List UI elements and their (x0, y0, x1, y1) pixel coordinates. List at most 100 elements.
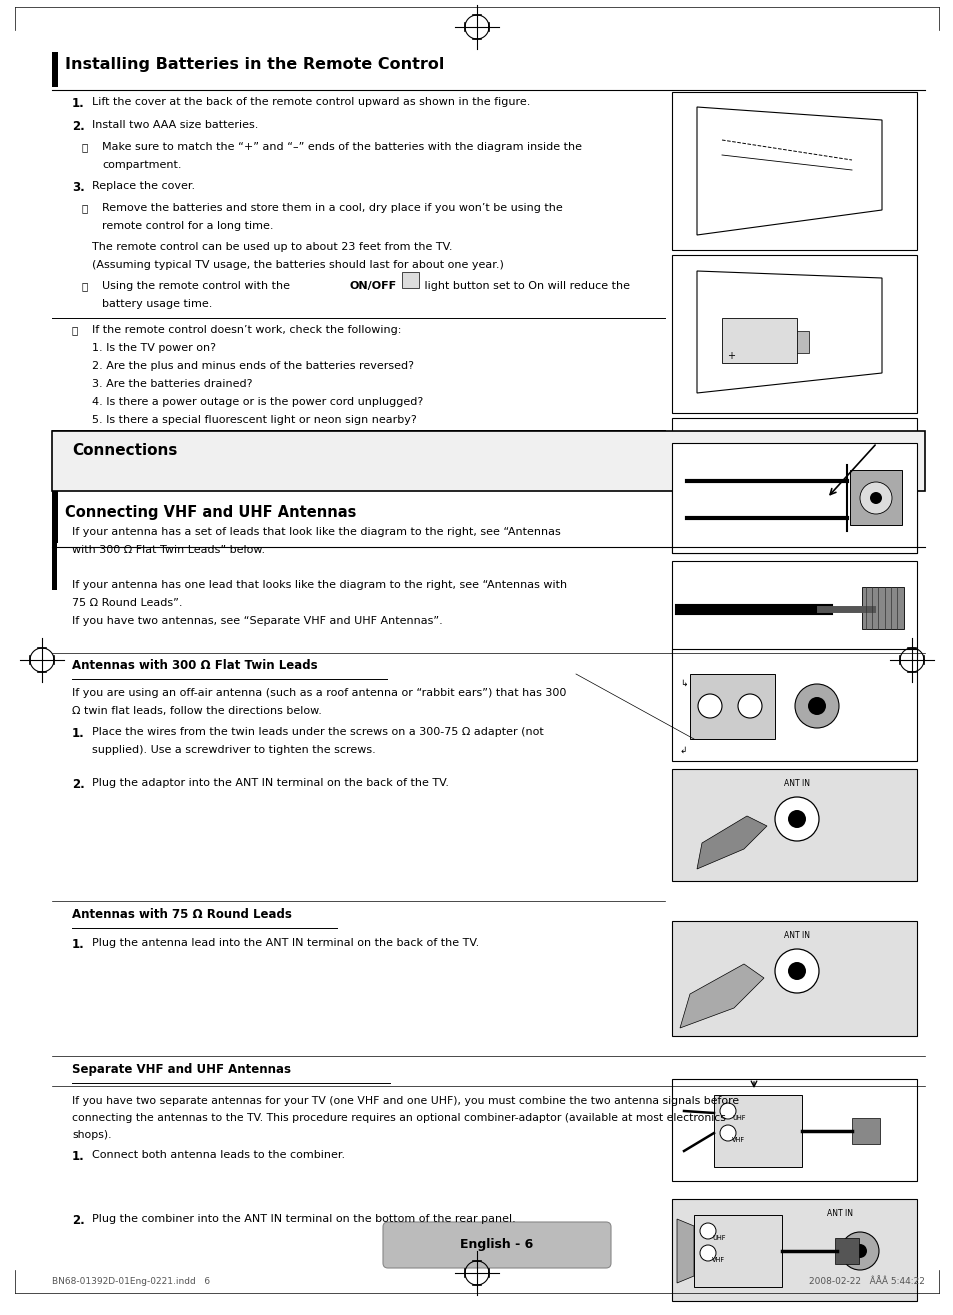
Text: 4. Is there a power outage or is the power cord unplugged?: 4. Is there a power outage or is the pow… (91, 397, 423, 408)
Text: 1.: 1. (71, 97, 85, 110)
Text: Connections: Connections (71, 443, 177, 458)
Text: Plug the adaptor into the ANT IN terminal on the back of the TV.: Plug the adaptor into the ANT IN termina… (91, 778, 449, 788)
Text: If you have two antennas, see “Separate VHF and UHF Antennas”.: If you have two antennas, see “Separate … (71, 615, 442, 626)
Text: ANT IN: ANT IN (783, 931, 809, 940)
Bar (849, 469, 901, 525)
Text: If you are using an off-air antenna (such as a roof antenna or “rabbit ears”) th: If you are using an off-air antenna (suc… (71, 688, 566, 698)
Polygon shape (697, 817, 766, 869)
Circle shape (869, 492, 882, 504)
Bar (671, 769, 916, 881)
Text: UHF: UHF (711, 1235, 724, 1241)
Text: ❓: ❓ (82, 203, 89, 213)
Text: 2.: 2. (71, 120, 85, 133)
Text: ❓: ❓ (82, 281, 89, 291)
Circle shape (774, 949, 818, 993)
Text: light button set to On will reduce the: light button set to On will reduce the (420, 281, 629, 291)
Bar (671, 920, 916, 1036)
Text: ❓: ❓ (82, 142, 89, 153)
Text: ↳: ↳ (679, 679, 687, 688)
Text: remote control for a long time.: remote control for a long time. (102, 221, 274, 231)
Text: ANT IN: ANT IN (826, 1208, 852, 1218)
Polygon shape (679, 964, 763, 1028)
Text: BN68-01392D-01Eng-0221.indd   6: BN68-01392D-01Eng-0221.indd 6 (52, 1277, 210, 1286)
Text: If your antenna has a set of leads that look like the diagram to the right, see : If your antenna has a set of leads that … (71, 527, 560, 537)
Bar (834, 1237, 858, 1264)
Text: If you have two separate antennas for your TV (one VHF and one UHF), you must co: If you have two separate antennas for yo… (71, 1095, 739, 1106)
Text: compartment.: compartment. (102, 160, 181, 170)
Bar (52, 53, 58, 87)
Text: ANT IN: ANT IN (783, 778, 809, 788)
Text: supplied). Use a screwdriver to tighten the screws.: supplied). Use a screwdriver to tighten … (91, 746, 375, 755)
Bar (713, 1095, 801, 1166)
Bar (689, 675, 774, 739)
Text: Connect both antenna leads to the combiner.: Connect both antenna leads to the combin… (91, 1151, 345, 1160)
Text: The remote control can be used up to about 23 feet from the TV.: The remote control can be used up to abo… (91, 242, 452, 252)
Bar (796, 331, 808, 352)
Bar (671, 1080, 916, 1181)
Circle shape (774, 797, 818, 842)
Text: battery usage time.: battery usage time. (102, 299, 213, 309)
Text: 1.: 1. (71, 938, 85, 951)
Text: 1. Is the TV power on?: 1. Is the TV power on? (91, 343, 215, 352)
Circle shape (807, 697, 825, 715)
Circle shape (787, 963, 805, 980)
Circle shape (720, 1103, 735, 1119)
Text: 1.: 1. (71, 1151, 85, 1162)
Bar (851, 1118, 879, 1144)
Text: Installing Batteries in the Remote Control: Installing Batteries in the Remote Contr… (65, 57, 444, 72)
Bar (671, 650, 916, 761)
Bar (52, 431, 924, 490)
Text: Lift the cover at the back of the remote control upward as shown in the figure.: Lift the cover at the back of the remote… (91, 97, 530, 107)
Circle shape (700, 1245, 716, 1261)
Text: Using the remote control with the: Using the remote control with the (102, 281, 294, 291)
Text: Plug the combiner into the ANT IN terminal on the bottom of the rear panel.: Plug the combiner into the ANT IN termin… (91, 1214, 516, 1224)
Text: VHF: VHF (731, 1137, 744, 1143)
Circle shape (787, 810, 805, 828)
Text: Plug the antenna lead into the ANT IN terminal on the back of the TV.: Plug the antenna lead into the ANT IN te… (91, 938, 478, 948)
Circle shape (852, 1244, 866, 1258)
Text: 1.: 1. (71, 727, 85, 740)
FancyBboxPatch shape (382, 1222, 610, 1268)
Bar (401, 271, 418, 288)
Bar (693, 1215, 781, 1287)
Text: Separate VHF and UHF Antennas: Separate VHF and UHF Antennas (71, 1063, 291, 1076)
Text: 5. Is there a special fluorescent light or neon sign nearby?: 5. Is there a special fluorescent light … (91, 416, 416, 425)
Text: Place the wires from the twin leads under the screws on a 300-75 Ω adapter (not: Place the wires from the twin leads unde… (91, 727, 543, 736)
Bar (671, 443, 916, 554)
Text: Make sure to match the “+” and “–” ends of the batteries with the diagram inside: Make sure to match the “+” and “–” ends … (102, 142, 581, 153)
Text: with 300 Ω Flat Twin Leads” below.: with 300 Ω Flat Twin Leads” below. (71, 544, 265, 555)
Bar (671, 92, 916, 250)
Text: 3. Are the batteries drained?: 3. Are the batteries drained? (91, 379, 253, 389)
Text: ON/OFF: ON/OFF (350, 281, 396, 291)
Text: shops).: shops). (71, 1130, 112, 1140)
Bar (671, 418, 916, 554)
Text: (Assuming typical TV usage, the batteries should last for about one year.): (Assuming typical TV usage, the batterie… (91, 260, 503, 270)
Circle shape (794, 684, 838, 729)
Circle shape (738, 694, 761, 718)
Circle shape (841, 1232, 878, 1270)
Text: 2. Are the plus and minus ends of the batteries reversed?: 2. Are the plus and minus ends of the ba… (91, 362, 414, 371)
Text: Antennas with 300 Ω Flat Twin Leads: Antennas with 300 Ω Flat Twin Leads (71, 659, 317, 672)
Text: If your antenna has one lead that looks like the diagram to the right, see “Ante: If your antenna has one lead that looks … (71, 580, 566, 590)
Text: Replace the cover.: Replace the cover. (91, 181, 195, 191)
Text: English - 6: English - 6 (460, 1237, 533, 1251)
Text: 2.: 2. (71, 1214, 85, 1227)
Text: 2008-02-22   ÂÅÂ 5:44:22: 2008-02-22 ÂÅÂ 5:44:22 (808, 1277, 924, 1286)
Text: 3.: 3. (71, 181, 85, 195)
Circle shape (698, 694, 721, 718)
Circle shape (700, 1223, 716, 1239)
Text: connecting the antennas to the TV. This procedure requires an optional combiner-: connecting the antennas to the TV. This … (71, 1112, 725, 1123)
Circle shape (859, 483, 891, 514)
Text: Ω twin flat leads, follow the directions below.: Ω twin flat leads, follow the directions… (71, 706, 321, 715)
Text: VHF: VHF (711, 1257, 724, 1262)
Bar (671, 562, 916, 656)
Text: Remove the batteries and store them in a cool, dry place if you won’t be using t: Remove the batteries and store them in a… (102, 203, 562, 213)
Text: If the remote control doesn’t work, check the following:: If the remote control doesn’t work, chec… (91, 325, 401, 335)
Text: 75 Ω Round Leads”.: 75 Ω Round Leads”. (71, 598, 182, 608)
Polygon shape (677, 1219, 693, 1283)
Bar (721, 318, 796, 363)
Text: Connecting VHF and UHF Antennas: Connecting VHF and UHF Antennas (65, 505, 356, 519)
Text: ❓: ❓ (71, 325, 78, 335)
Bar (671, 255, 916, 413)
Text: Antennas with 75 Ω Round Leads: Antennas with 75 Ω Round Leads (71, 907, 292, 920)
